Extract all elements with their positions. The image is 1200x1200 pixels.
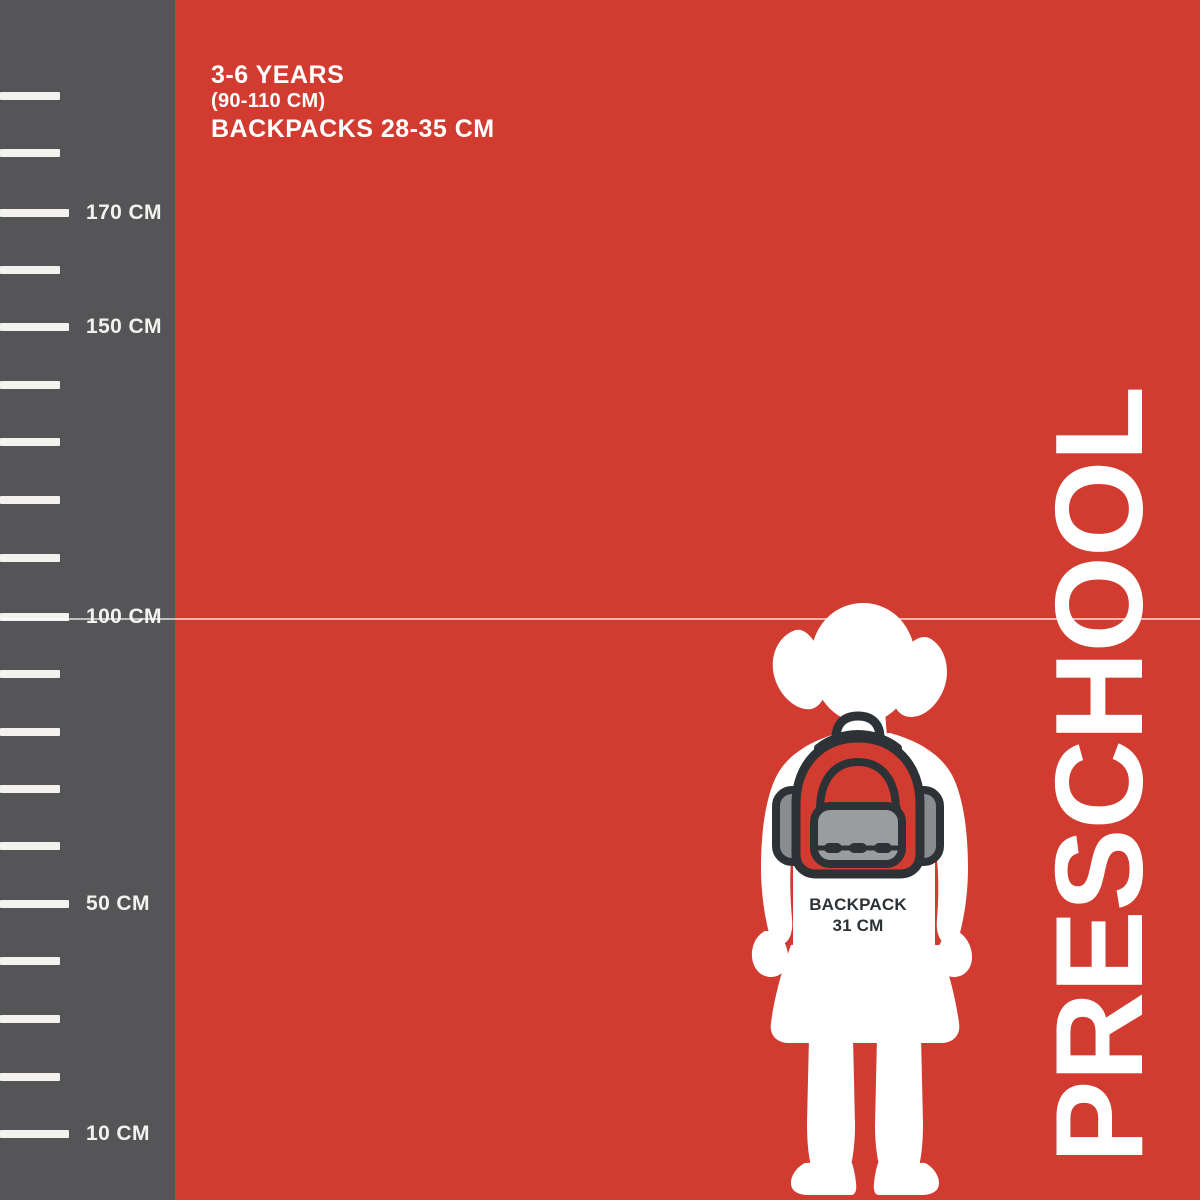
ruler-tick-minor bbox=[0, 266, 60, 274]
preschool-wordmark: PRESCHOOL bbox=[1031, 387, 1169, 1163]
preschool-wordmark-label: PRESCHOOL bbox=[1031, 386, 1169, 1164]
ruler-tick-minor bbox=[0, 92, 60, 100]
ruler-tick-major bbox=[0, 613, 69, 621]
ruler-tick-minor bbox=[0, 1073, 60, 1081]
backpack-size-range-label: BACKPACKS 28-35 CM bbox=[211, 115, 495, 143]
ruler-tick-label: 100 CM bbox=[86, 605, 162, 628]
header-text-block: 3-6 YEARS (90-110 CM) BACKPACKS 28-35 CM bbox=[211, 62, 495, 145]
ruler-tick-minor bbox=[0, 438, 60, 446]
ruler-tick-major bbox=[0, 323, 69, 331]
ruler-tick-label: 170 CM bbox=[86, 201, 162, 224]
ruler-tick-minor bbox=[0, 957, 60, 965]
ruler-tick-minor bbox=[0, 381, 60, 389]
ruler-tick-minor bbox=[0, 785, 60, 793]
height-guide-line-100cm bbox=[0, 618, 1200, 620]
ruler-tick-label: 50 CM bbox=[86, 892, 150, 915]
height-ruler-panel: 170 CM 150 CM 100 CM 50 CM 10 CM bbox=[0, 0, 175, 1200]
backpack-caption-line1: BACKPACK bbox=[809, 895, 907, 914]
ruler-tick-label: 10 CM bbox=[86, 1122, 150, 1145]
ruler-tick-minor bbox=[0, 149, 60, 157]
ruler-tick-major bbox=[0, 1130, 69, 1138]
ruler-tick-major bbox=[0, 900, 69, 908]
backpack-caption-line2: 31 CM bbox=[832, 916, 884, 935]
height-range-label: (90-110 CM) bbox=[211, 90, 326, 112]
backpack-icon bbox=[768, 708, 948, 886]
ruler-tick-minor bbox=[0, 554, 60, 562]
ruler-tick-minor bbox=[0, 842, 60, 850]
backpack-size-caption: BACKPACK 31 CM bbox=[788, 894, 928, 936]
ruler-tick-major bbox=[0, 209, 69, 217]
ruler-tick-minor bbox=[0, 1015, 60, 1023]
age-range-label: 3-6 YEARS bbox=[211, 61, 345, 89]
ruler-tick-minor bbox=[0, 728, 60, 736]
ruler-tick-minor bbox=[0, 496, 60, 504]
ruler-tick-label: 150 CM bbox=[86, 315, 162, 338]
ruler-tick-minor bbox=[0, 670, 60, 678]
